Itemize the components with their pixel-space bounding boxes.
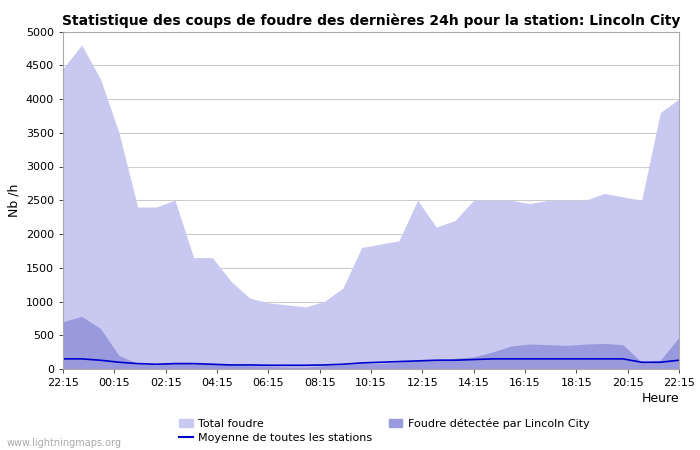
Legend: Total foudre, Moyenne de toutes les stations, Foudre détectée par Lincoln City: Total foudre, Moyenne de toutes les stat… [179, 418, 590, 444]
Text: www.lightningmaps.org: www.lightningmaps.org [7, 438, 122, 448]
Y-axis label: Nb /h: Nb /h [7, 184, 20, 217]
Text: Heure: Heure [641, 392, 679, 405]
Title: Statistique des coups de foudre des dernières 24h pour la station: Lincoln City: Statistique des coups de foudre des dern… [62, 13, 680, 27]
